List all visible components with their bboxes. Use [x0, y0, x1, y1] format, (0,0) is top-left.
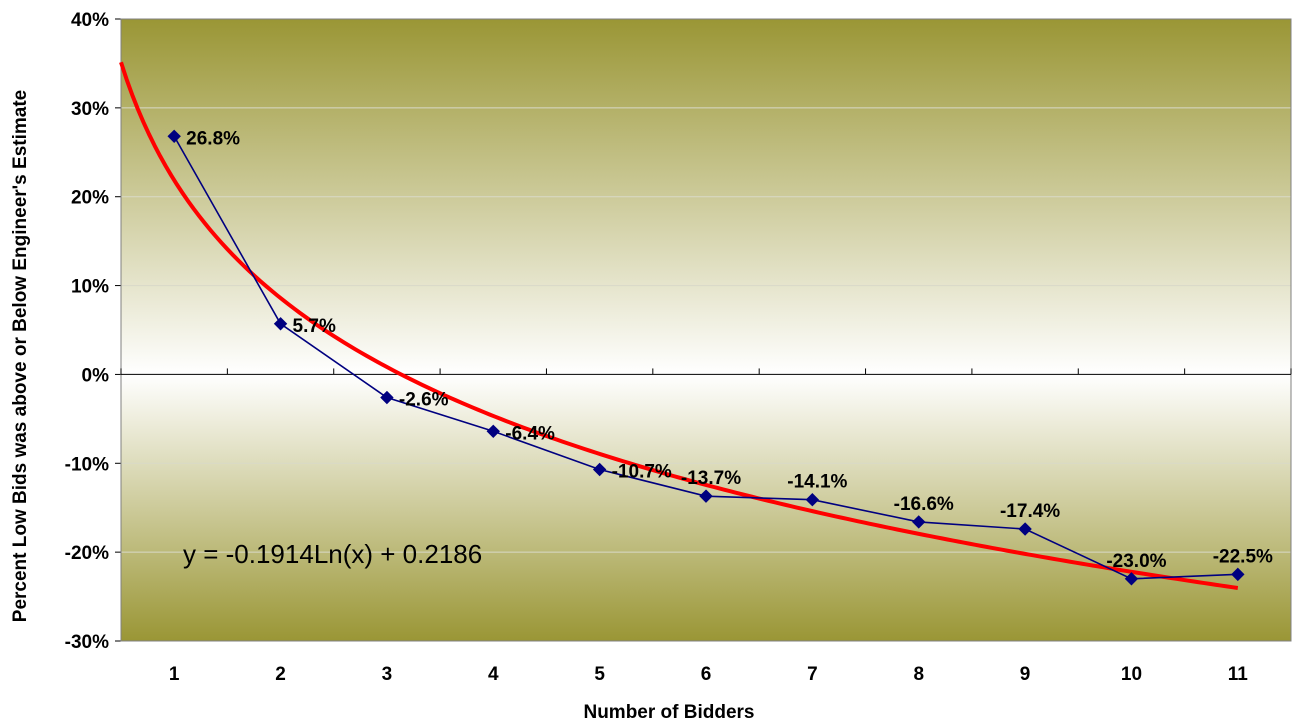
trendline-equation: y = -0.1914Ln(x) + 0.2186	[183, 539, 482, 569]
data-label: -14.1%	[787, 472, 847, 493]
plot-band-negative	[121, 374, 1291, 641]
gridlines	[121, 107, 1291, 553]
data-point-marker	[1018, 522, 1032, 536]
x-tick-label: 7	[807, 664, 818, 685]
data-label: 5.7%	[293, 316, 336, 337]
x-tick-label: 3	[382, 664, 393, 685]
data-label: 26.8%	[186, 128, 240, 149]
data-label: -2.6%	[399, 390, 449, 411]
data-label: -16.6%	[894, 494, 954, 515]
data-point-marker	[486, 424, 500, 439]
data-point-marker	[912, 515, 926, 529]
x-tick-label: 6	[701, 664, 712, 685]
data-point-marker	[699, 489, 713, 503]
data-point-marker	[1231, 567, 1245, 582]
y-tick-label: -30%	[65, 632, 109, 653]
data-labels-group: 26.8% 5.7% -2.6% -6.4% -10.7% -13.7% -14.1% -16…	[186, 128, 1273, 572]
data-label: -10.7%	[612, 462, 672, 483]
data-label: -22.5%	[1213, 546, 1273, 567]
data-label: -6.4%	[505, 423, 555, 444]
x-tick-label: 11	[1228, 664, 1249, 685]
data-label: -23.0%	[1106, 551, 1166, 572]
y-tick-label: 20%	[71, 188, 109, 209]
y-tick-label: 30%	[71, 99, 109, 120]
y-tick-label: 40%	[71, 10, 109, 31]
x-tick-label: 9	[1020, 664, 1031, 685]
y-tick-label: -10%	[65, 454, 109, 475]
x-tick-label: 1	[169, 664, 180, 685]
trendline-group	[119, 61, 1239, 590]
trendline	[119, 61, 1239, 590]
data-point-marker	[592, 462, 607, 477]
data-point-marker	[380, 390, 394, 405]
data-point-marker	[167, 129, 181, 143]
y-tick-label: -20%	[65, 543, 109, 564]
x-tick-label: 8	[913, 664, 924, 685]
axes: 40% 30% 20% 10% 0% -10% -20% -30% 1 2 3 4 5 6 7 8 9 10 11	[65, 10, 1292, 685]
plot-border	[120, 18, 1292, 642]
y-tick-label: 10%	[71, 277, 109, 298]
data-point-marker	[805, 493, 820, 507]
x-tick-label: 10	[1121, 664, 1142, 685]
data-point-marker	[1124, 572, 1139, 586]
data-series-group	[167, 129, 1245, 586]
data-label: -17.4%	[1000, 501, 1060, 522]
data-point-marker	[273, 317, 288, 331]
x-axis-title: Number of Bidders	[583, 702, 754, 723]
y-axis-title: Percent Low Bids was above or Below Engi…	[10, 90, 31, 622]
y-tick-label: 0%	[82, 365, 110, 386]
x-tick-label: 2	[275, 664, 286, 685]
x-tick-label: 4	[488, 664, 499, 685]
x-tick-label: 5	[594, 664, 605, 685]
data-label: -13.7%	[681, 468, 741, 489]
